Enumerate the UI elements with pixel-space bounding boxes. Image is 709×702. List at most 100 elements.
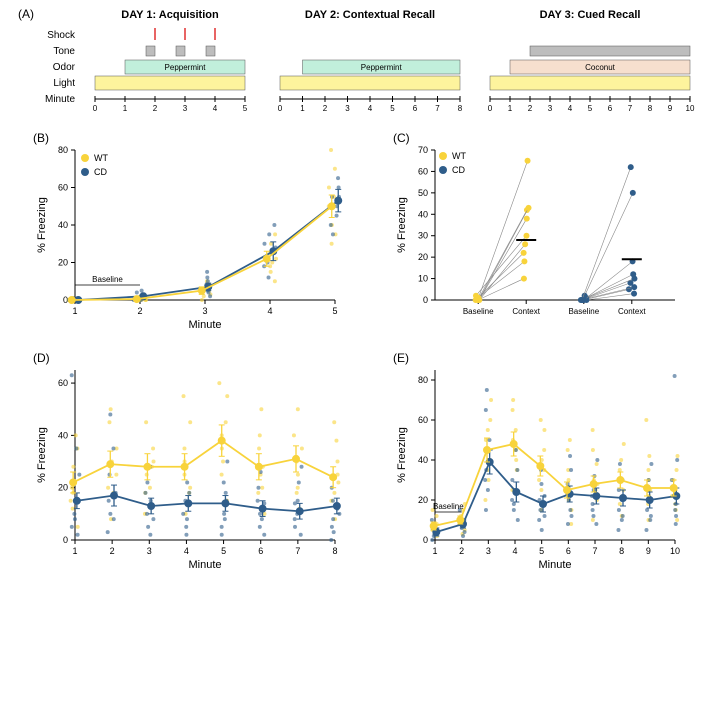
svg-text:20: 20 bbox=[418, 252, 428, 262]
svg-text:3: 3 bbox=[548, 104, 553, 113]
svg-text:Minute: Minute bbox=[45, 94, 75, 105]
svg-text:4: 4 bbox=[512, 546, 517, 556]
svg-text:9: 9 bbox=[646, 546, 651, 556]
svg-text:3: 3 bbox=[183, 104, 188, 113]
svg-text:CD: CD bbox=[94, 167, 107, 177]
svg-text:Minute: Minute bbox=[188, 319, 221, 331]
svg-text:WT: WT bbox=[94, 153, 108, 163]
svg-text:Context: Context bbox=[618, 307, 646, 316]
svg-text:% Freezing: % Freezing bbox=[36, 427, 48, 483]
svg-text:0: 0 bbox=[63, 535, 68, 545]
svg-text:DAY 1: Acquisition: DAY 1: Acquisition bbox=[121, 9, 219, 21]
svg-text:5: 5 bbox=[539, 546, 544, 556]
svg-text:Baseline: Baseline bbox=[568, 307, 599, 316]
svg-text:5: 5 bbox=[332, 306, 337, 316]
svg-text:2: 2 bbox=[110, 546, 115, 556]
svg-text:0: 0 bbox=[93, 104, 98, 113]
svg-text:7: 7 bbox=[295, 546, 300, 556]
svg-text:60: 60 bbox=[58, 378, 68, 388]
svg-text:8: 8 bbox=[648, 104, 653, 113]
svg-text:1: 1 bbox=[300, 104, 305, 113]
svg-text:Baseline: Baseline bbox=[92, 275, 123, 284]
svg-text:3: 3 bbox=[147, 546, 152, 556]
svg-text:2: 2 bbox=[153, 104, 158, 113]
svg-text:% Freezing: % Freezing bbox=[396, 427, 408, 483]
svg-text:3: 3 bbox=[345, 104, 350, 113]
svg-text:0: 0 bbox=[488, 104, 493, 113]
svg-text:8: 8 bbox=[332, 546, 337, 556]
svg-text:7: 7 bbox=[628, 104, 633, 113]
svg-text:DAY 3: Cued Recall: DAY 3: Cued Recall bbox=[540, 9, 641, 21]
svg-text:40: 40 bbox=[418, 455, 428, 465]
svg-text:5: 5 bbox=[221, 546, 226, 556]
svg-text:(D): (D) bbox=[33, 351, 50, 365]
figure-svg: (A) Shock Tone Odor Light Minute DAY 1: Acquis… bbox=[0, 0, 709, 702]
svg-text:(B): (B) bbox=[33, 131, 49, 145]
svg-text:30: 30 bbox=[418, 231, 428, 241]
svg-text:40: 40 bbox=[58, 220, 68, 230]
svg-text:Coconut: Coconut bbox=[585, 63, 616, 72]
svg-text:7: 7 bbox=[435, 104, 440, 113]
svg-text:3: 3 bbox=[486, 546, 491, 556]
svg-text:5: 5 bbox=[390, 104, 395, 113]
svg-text:5: 5 bbox=[243, 104, 248, 113]
svg-text:20: 20 bbox=[58, 483, 68, 493]
svg-text:(C): (C) bbox=[393, 131, 410, 145]
svg-text:Odor: Odor bbox=[53, 62, 76, 73]
svg-text:2: 2 bbox=[137, 306, 142, 316]
svg-text:40: 40 bbox=[418, 209, 428, 219]
svg-text:2: 2 bbox=[528, 104, 533, 113]
svg-text:50: 50 bbox=[418, 188, 428, 198]
svg-text:8: 8 bbox=[458, 104, 463, 113]
svg-text:80: 80 bbox=[58, 145, 68, 155]
svg-text:60: 60 bbox=[58, 183, 68, 193]
svg-text:80: 80 bbox=[418, 375, 428, 385]
svg-text:Peppermint: Peppermint bbox=[165, 63, 207, 72]
svg-text:DAY 2: Contextual Recall: DAY 2: Contextual Recall bbox=[305, 9, 435, 21]
svg-text:3: 3 bbox=[202, 306, 207, 316]
svg-text:7: 7 bbox=[592, 546, 597, 556]
svg-text:4: 4 bbox=[568, 104, 573, 113]
svg-text:1: 1 bbox=[123, 104, 128, 113]
svg-text:6: 6 bbox=[566, 546, 571, 556]
svg-text:20: 20 bbox=[58, 258, 68, 268]
svg-text:(E): (E) bbox=[393, 351, 409, 365]
svg-text:% Freezing: % Freezing bbox=[36, 197, 48, 253]
svg-text:4: 4 bbox=[267, 306, 272, 316]
svg-text:5: 5 bbox=[588, 104, 593, 113]
svg-text:60: 60 bbox=[418, 415, 428, 425]
svg-text:6: 6 bbox=[608, 104, 613, 113]
svg-text:Peppermint: Peppermint bbox=[361, 63, 403, 72]
svg-text:2: 2 bbox=[323, 104, 328, 113]
svg-text:0: 0 bbox=[423, 535, 428, 545]
svg-text:1: 1 bbox=[508, 104, 513, 113]
svg-text:Shock: Shock bbox=[47, 30, 76, 41]
svg-text:20: 20 bbox=[418, 495, 428, 505]
svg-text:0: 0 bbox=[278, 104, 283, 113]
svg-text:2: 2 bbox=[459, 546, 464, 556]
svg-text:4: 4 bbox=[368, 104, 373, 113]
svg-text:Minute: Minute bbox=[188, 559, 221, 571]
svg-text:10: 10 bbox=[686, 104, 695, 113]
svg-text:6: 6 bbox=[413, 104, 418, 113]
svg-text:10: 10 bbox=[670, 546, 680, 556]
svg-text:60: 60 bbox=[418, 166, 428, 176]
svg-text:Tone: Tone bbox=[53, 46, 75, 57]
svg-text:40: 40 bbox=[58, 430, 68, 440]
svg-text:WT: WT bbox=[452, 151, 466, 161]
svg-text:Context: Context bbox=[512, 307, 540, 316]
svg-text:CD: CD bbox=[452, 165, 465, 175]
svg-text:4: 4 bbox=[184, 546, 189, 556]
svg-text:(A): (A) bbox=[18, 7, 34, 21]
svg-text:1: 1 bbox=[432, 546, 437, 556]
svg-text:0: 0 bbox=[423, 295, 428, 305]
svg-text:6: 6 bbox=[258, 546, 263, 556]
svg-text:Minute: Minute bbox=[538, 559, 571, 571]
svg-text:Light: Light bbox=[53, 78, 75, 89]
svg-text:10: 10 bbox=[418, 274, 428, 284]
svg-text:8: 8 bbox=[619, 546, 624, 556]
svg-text:Baseline: Baseline bbox=[433, 502, 464, 511]
svg-text:4: 4 bbox=[213, 104, 218, 113]
svg-text:1: 1 bbox=[72, 546, 77, 556]
svg-text:Baseline: Baseline bbox=[463, 307, 494, 316]
